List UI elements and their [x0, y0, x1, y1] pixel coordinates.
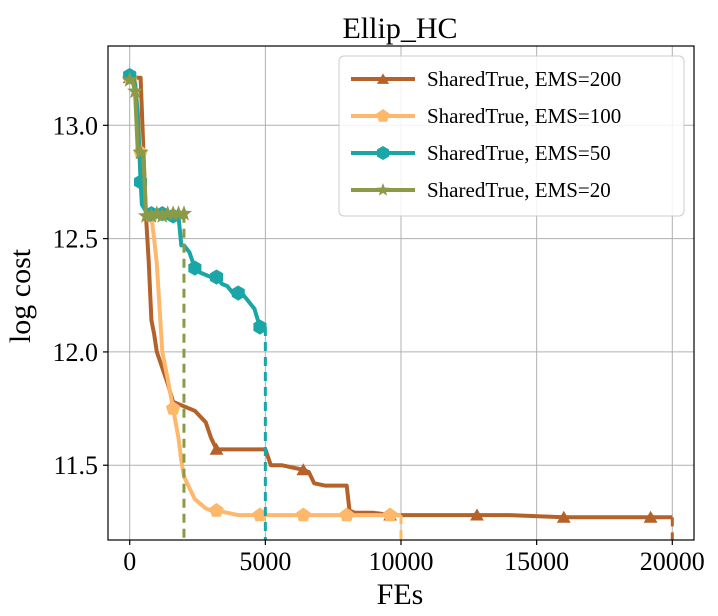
data-point-marker — [127, 82, 144, 99]
y-tick-label: 11.5 — [53, 451, 98, 480]
data-point-marker — [296, 507, 311, 522]
legend-label: SharedTrue, EMS=200 — [427, 67, 621, 91]
data-point-marker — [188, 260, 202, 276]
data-point-marker — [165, 400, 181, 415]
data-point-marker — [210, 269, 224, 285]
data-point-marker — [209, 442, 224, 455]
x-tick-label: 5000 — [239, 547, 291, 576]
data-point-marker — [470, 508, 484, 521]
data-point-marker — [382, 507, 398, 522]
data-point-marker — [556, 510, 571, 523]
data-point-marker — [209, 502, 224, 517]
legend-marker — [376, 109, 390, 122]
x-tick-label: 20000 — [640, 547, 705, 576]
tick-labels: 0 5000 10000 15000 20000 11.5 12.0 12.5 13.0 — [53, 111, 705, 576]
legend-label: SharedTrue, EMS=100 — [427, 104, 621, 128]
legend-label: SharedTrue, EMS=20 — [427, 178, 611, 202]
legend-box — [338, 55, 685, 217]
data-point-marker — [253, 319, 267, 335]
data-point-marker — [339, 507, 354, 522]
series-layer — [121, 67, 674, 540]
data-point-marker — [132, 144, 149, 160]
y-tick-label: 12.5 — [53, 225, 99, 254]
y-tick-label: 13.0 — [53, 111, 99, 140]
legend-marker — [376, 73, 390, 84]
x-tick-label: 15000 — [504, 547, 569, 576]
y-axis-label: log cost — [4, 248, 37, 343]
x-tick-label: 10000 — [369, 547, 434, 576]
legend-marker — [376, 183, 390, 196]
y-tick-label: 12.0 — [53, 338, 99, 367]
chart-title: Ellip_HC — [342, 12, 457, 45]
series-4 — [121, 71, 192, 540]
x-tick-label: 0 — [123, 547, 136, 576]
legend: SharedTrue, EMS=200 SharedTrue, EMS=100 Sh… — [338, 55, 685, 217]
legend-label: SharedTrue, EMS=50 — [427, 141, 611, 165]
data-point-marker — [296, 463, 311, 476]
data-point-marker — [175, 205, 192, 221]
x-axis-label: FEs — [377, 578, 424, 611]
data-point-marker — [231, 285, 245, 301]
data-point-marker — [121, 71, 138, 87]
data-point-marker — [643, 510, 658, 523]
legend-marker — [376, 146, 390, 160]
